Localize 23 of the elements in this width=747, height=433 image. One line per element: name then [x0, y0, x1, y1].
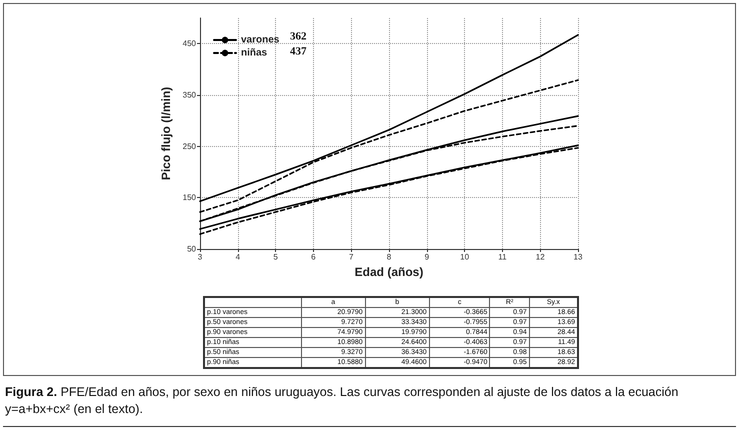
x-tick-label: 13	[574, 252, 583, 262]
x-tick-label: 9	[424, 252, 430, 262]
legend-label: niñas	[241, 48, 268, 58]
text: Figura 2. PFE/Edad en años, por sexo en niños uruguayos. Las curvas corresponden al ajuste de los datos a la ecuación y=a+bx+cx² (en el texto).	[5, 384, 680, 418]
y-tick-label: 50	[187, 244, 197, 254]
x-tick-label: 10	[460, 252, 470, 262]
x-tick-label: 7	[348, 252, 354, 262]
x-tick-label: 12	[536, 252, 546, 262]
x-tick-label: 4	[236, 252, 241, 262]
x-tick-label: 5	[273, 252, 278, 262]
y-axis-title: Pico flujo (l/min)	[158, 86, 173, 180]
y-tick-label: 250	[182, 142, 197, 151]
annotation: 437	[290, 46, 307, 58]
y-tick-label: 150	[182, 193, 197, 202]
x-tick-label: 11	[498, 252, 508, 262]
annotation: 362	[290, 30, 307, 42]
y-tick-label: 450	[182, 39, 197, 48]
x-axis-title: Edad (años)	[354, 264, 424, 279]
legend-label: varones	[241, 34, 280, 46]
x-tick-label: 6	[311, 252, 316, 262]
x-tick-label: 8	[386, 252, 392, 262]
y-tick-label: 350	[182, 90, 197, 100]
x-tick-label: 3	[198, 252, 203, 262]
